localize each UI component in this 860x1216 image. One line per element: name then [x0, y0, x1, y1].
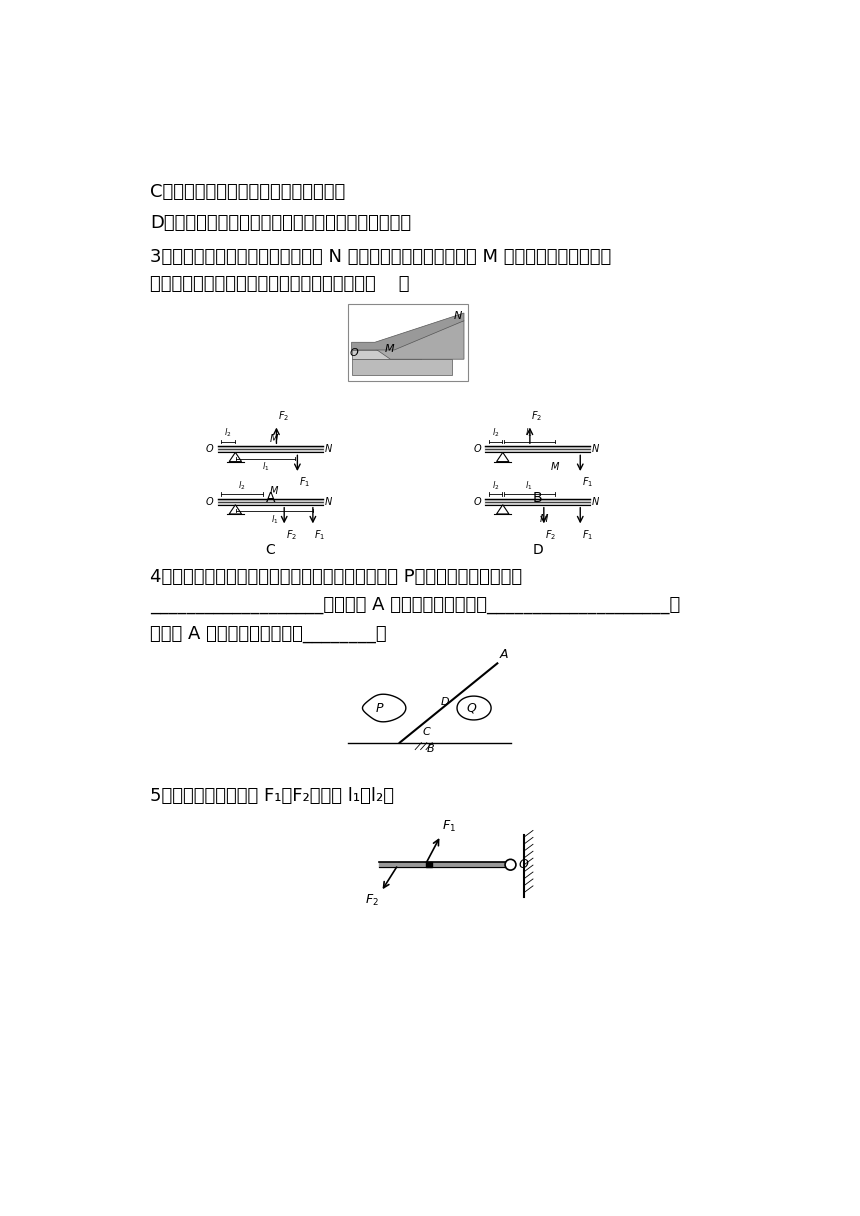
- Text: M: M: [539, 514, 548, 524]
- Text: N: N: [454, 311, 463, 321]
- Text: O: O: [206, 496, 213, 507]
- Text: $l_1$: $l_1$: [271, 513, 279, 525]
- Text: O: O: [349, 349, 358, 359]
- Text: D: D: [532, 544, 543, 557]
- Polygon shape: [229, 452, 242, 462]
- Text: $F_1$: $F_1$: [442, 818, 456, 834]
- Text: 3．如所示，小明在按压式订书机的 N 点施加压力，将订书针钉入 M 点下方的纸张中，中能: 3．如所示，小明在按压式订书机的 N 点施加压力，将订书针钉入 M 点下方的纸张…: [150, 248, 611, 266]
- Bar: [347, 304, 468, 381]
- Text: $l_1$: $l_1$: [262, 461, 269, 473]
- Polygon shape: [457, 696, 491, 720]
- Text: 正确表示他使用该订书机时的杠杆示意图的是（    ）: 正确表示他使用该订书机时的杠杆示意图的是（ ）: [150, 275, 409, 293]
- Text: $l_1$: $l_1$: [525, 479, 533, 491]
- Text: $F_1$: $F_1$: [315, 528, 326, 541]
- Text: N: N: [324, 444, 332, 455]
- Polygon shape: [496, 452, 509, 462]
- Text: $F_2$: $F_2$: [545, 528, 556, 541]
- Text: 4．如所示，用一根自重可忽略不计的撬棒撬动石块 P，阻碍杠杆转动的力是: 4．如所示，用一根自重可忽略不计的撬棒撬动石块 P，阻碍杠杆转动的力是: [150, 568, 522, 586]
- Text: N: N: [592, 444, 599, 455]
- Text: M: M: [385, 344, 395, 354]
- Text: B: B: [427, 744, 434, 754]
- Text: $F_2$: $F_2$: [531, 410, 543, 423]
- Text: $F_2$: $F_2$: [286, 528, 297, 541]
- Text: O: O: [473, 496, 481, 507]
- Polygon shape: [375, 321, 464, 359]
- Polygon shape: [363, 694, 406, 722]
- Text: A: A: [266, 491, 275, 505]
- Polygon shape: [496, 505, 509, 514]
- Text: O: O: [473, 444, 481, 455]
- Polygon shape: [229, 505, 242, 514]
- Text: $l_2$: $l_2$: [238, 479, 246, 491]
- Text: N: N: [592, 496, 599, 507]
- Text: O: O: [206, 444, 213, 455]
- Text: C: C: [266, 544, 275, 557]
- Bar: [352, 350, 421, 359]
- Text: ___________________。如果在 A 端向下用力，支点是____________________；: ___________________。如果在 A 端向下用力，支点是_____…: [150, 596, 680, 614]
- Text: D．支点可以在杠杆的端点，也可以在力的作用线之间: D．支点可以在杠杆的端点，也可以在力的作用线之间: [150, 214, 411, 232]
- Polygon shape: [352, 313, 464, 350]
- Text: $F_1$: $F_1$: [582, 475, 593, 489]
- Text: $l_1$: $l_1$: [525, 427, 533, 439]
- Text: $F_2$: $F_2$: [365, 894, 378, 908]
- Text: Q: Q: [467, 702, 476, 715]
- Text: M: M: [270, 486, 279, 496]
- Text: 如果在 A 端向上用力，支点是________。: 如果在 A 端向上用力，支点是________。: [150, 625, 387, 643]
- Circle shape: [505, 860, 516, 871]
- Text: $l_2$: $l_2$: [492, 479, 499, 491]
- Text: D: D: [440, 697, 449, 706]
- Text: C．杠杆的长度等于动力臂和阻力臂之和: C．杠杆的长度等于动力臂和阻力臂之和: [150, 182, 346, 201]
- Text: M: M: [550, 462, 559, 472]
- Text: A: A: [500, 648, 508, 662]
- Bar: [352, 359, 452, 375]
- Text: $F_1$: $F_1$: [582, 528, 593, 541]
- Text: C: C: [422, 726, 430, 737]
- Text: $l_2$: $l_2$: [224, 427, 231, 439]
- Text: M: M: [270, 434, 279, 444]
- Text: $F_1$: $F_1$: [299, 475, 310, 489]
- Text: $l_2$: $l_2$: [492, 427, 499, 439]
- Text: $F_2$: $F_2$: [278, 410, 289, 423]
- Text: N: N: [324, 496, 332, 507]
- Text: O: O: [519, 858, 528, 871]
- Text: 5．画出中杠杆上的力 F₁、F₂的力臂 l₁、l₂。: 5．画出中杠杆上的力 F₁、F₂的力臂 l₁、l₂。: [150, 787, 394, 805]
- Text: B: B: [533, 491, 543, 505]
- Text: P: P: [376, 702, 384, 715]
